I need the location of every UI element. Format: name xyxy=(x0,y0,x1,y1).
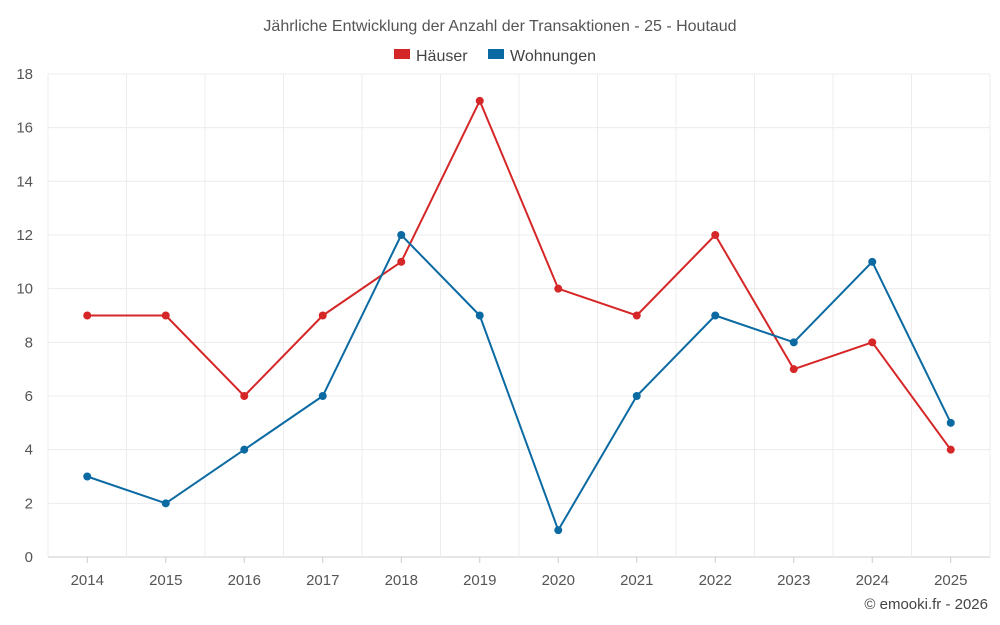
data-point xyxy=(554,526,563,535)
data-point xyxy=(397,231,406,239)
data-point xyxy=(397,257,406,266)
series-layer xyxy=(83,96,955,535)
legend-item-haeuser: Häuser xyxy=(394,48,468,65)
y-tick-label: 8 xyxy=(25,334,33,351)
x-tick-label: 2018 xyxy=(385,572,418,589)
grid-lines xyxy=(47,73,991,558)
series-line xyxy=(87,99,952,451)
y-tick-label: 10 xyxy=(16,281,33,298)
x-tick-label: 2017 xyxy=(306,572,339,589)
x-tick-label: 2025 xyxy=(934,572,967,589)
legend-label: Häuser xyxy=(416,48,468,65)
y-tick-label: 2 xyxy=(25,495,33,512)
legend-label: Wohnungen xyxy=(510,48,596,65)
data-point xyxy=(161,499,170,508)
series-wohnungen xyxy=(83,231,955,535)
y-tick-label: 14 xyxy=(16,173,33,190)
data-point xyxy=(240,392,249,400)
y-tick-label: 16 xyxy=(16,120,33,137)
data-point xyxy=(711,311,720,320)
x-tick-label: 2023 xyxy=(777,572,810,589)
data-point xyxy=(946,445,955,454)
data-point xyxy=(240,445,249,454)
data-point xyxy=(161,311,170,320)
y-tick-label: 0 xyxy=(25,549,33,566)
data-point xyxy=(83,472,92,481)
x-axis-ticks: 2014 2015 2016 2017 2018 2019 2020 2021 2022 2023… xyxy=(71,557,967,589)
x-tick-label: 2021 xyxy=(620,572,653,589)
chart-title: Jährliche Entwicklung der Anzahl der Tra… xyxy=(263,18,736,35)
data-point xyxy=(318,392,327,400)
data-point xyxy=(868,257,877,266)
data-point xyxy=(632,311,641,320)
x-tick-label: 2019 xyxy=(463,572,496,589)
data-point xyxy=(475,311,484,320)
legend-swatch xyxy=(394,49,410,59)
y-tick-label: 12 xyxy=(16,227,33,244)
data-point xyxy=(83,311,92,320)
data-point xyxy=(789,338,798,347)
legend-item-wohnungen: Wohnungen xyxy=(488,48,596,65)
series-line xyxy=(86,234,952,532)
data-point xyxy=(711,231,720,239)
x-tick-label: 2014 xyxy=(71,572,104,589)
x-tick-label: 2016 xyxy=(228,572,261,589)
legend-swatch xyxy=(488,49,504,59)
x-tick-label: 2024 xyxy=(856,572,889,589)
series-haeuser xyxy=(83,96,955,454)
x-tick-label: 2022 xyxy=(699,572,732,589)
y-tick-label: 4 xyxy=(25,442,33,459)
data-point xyxy=(632,392,641,400)
data-point xyxy=(868,338,877,347)
legend: Häuser Wohnungen xyxy=(394,48,596,65)
data-point xyxy=(789,365,798,374)
y-tick-label: 18 xyxy=(16,66,33,83)
data-point xyxy=(318,311,327,320)
x-tick-label: 2020 xyxy=(542,572,575,589)
data-point xyxy=(946,418,955,427)
y-axis-ticks: 0 2 4 6 8 10 12 14 16 18 xyxy=(16,66,33,566)
y-tick-label: 6 xyxy=(25,388,33,405)
x-tick-label: 2015 xyxy=(149,572,182,589)
data-point xyxy=(475,96,484,105)
data-point xyxy=(554,284,563,293)
credit-text: © emooki.fr - 2026 xyxy=(864,596,988,613)
